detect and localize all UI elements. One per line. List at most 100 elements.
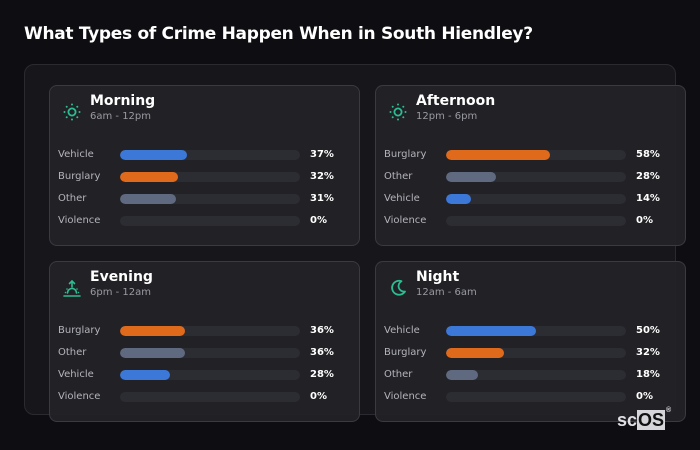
- card-morning: Morning 6am - 12pm Vehicle 37% Burglary …: [49, 85, 360, 246]
- card-time-range: 6pm - 12am: [90, 287, 152, 298]
- bar-list: Burglary 36% Other 36% Vehicle 28% Viole…: [58, 323, 358, 411]
- moon-icon: [391, 279, 406, 296]
- bar-value: 32%: [310, 171, 334, 182]
- bar-value: 32%: [636, 347, 660, 358]
- bar-value: 14%: [636, 193, 660, 204]
- card-time-range: 12pm - 6pm: [416, 111, 478, 122]
- bar-fill: [446, 172, 497, 182]
- sunset-icon: [63, 279, 81, 297]
- bar-track: [446, 172, 626, 182]
- bar-label: Vehicle: [384, 325, 420, 336]
- bar-value: 18%: [636, 369, 660, 380]
- bar-label: Other: [384, 369, 413, 380]
- bar-row: Burglary 32%: [384, 345, 684, 367]
- bar-value: 28%: [636, 171, 660, 182]
- bar-fill: [446, 348, 504, 358]
- bar-fill: [120, 172, 178, 182]
- card-time-range: 12am - 6am: [416, 287, 477, 298]
- bar-row: Other 28%: [384, 169, 684, 191]
- bar-label: Vehicle: [58, 369, 94, 380]
- sun-icon: [389, 103, 407, 121]
- bar-label: Burglary: [58, 325, 101, 336]
- bar-list: Burglary 58% Other 28% Vehicle 14% Viole…: [384, 147, 684, 235]
- bar-track: [446, 216, 626, 226]
- bar-track: [120, 194, 300, 204]
- card-afternoon: Afternoon 12pm - 6pm Burglary 58% Other …: [375, 85, 686, 246]
- registered-mark: ®: [666, 407, 672, 414]
- bar-value: 28%: [310, 369, 334, 380]
- bar-track: [120, 326, 300, 336]
- bar-fill: [120, 348, 185, 358]
- bar-label: Vehicle: [58, 149, 94, 160]
- bar-label: Violence: [384, 391, 427, 402]
- bar-value: 0%: [636, 215, 653, 226]
- card-night: Night 12am - 6am Vehicle 50% Burglary 32…: [375, 261, 686, 422]
- bar-label: Other: [58, 347, 87, 358]
- bar-value: 50%: [636, 325, 660, 336]
- bar-track: [120, 150, 300, 160]
- bar-row: Vehicle 50%: [384, 323, 684, 345]
- bar-track: [446, 194, 626, 204]
- bar-fill: [446, 150, 551, 160]
- bar-value: 0%: [636, 391, 653, 402]
- bar-label: Vehicle: [384, 193, 420, 204]
- bar-list: Vehicle 37% Burglary 32% Other 31% Viole…: [58, 147, 358, 235]
- bar-label: Other: [384, 171, 413, 182]
- bar-track: [446, 326, 626, 336]
- bar-label: Burglary: [384, 149, 427, 160]
- bar-fill: [446, 326, 536, 336]
- bar-fill: [446, 194, 472, 204]
- bar-track: [446, 370, 626, 380]
- card-title: Evening: [90, 269, 153, 285]
- bar-track: [120, 392, 300, 402]
- watermark-prefix: sc: [617, 410, 638, 430]
- bar-row: Violence 0%: [58, 389, 358, 411]
- bar-row: Burglary 32%: [58, 169, 358, 191]
- bar-value: 36%: [310, 347, 334, 358]
- bar-value: 0%: [310, 215, 327, 226]
- bar-row: Other 18%: [384, 367, 684, 389]
- bar-track: [120, 370, 300, 380]
- bar-row: Vehicle 28%: [58, 367, 358, 389]
- bar-label: Violence: [58, 215, 101, 226]
- bar-row: Violence 0%: [384, 389, 684, 411]
- card-title: Night: [416, 269, 460, 285]
- bar-list: Vehicle 50% Burglary 32% Other 18% Viole…: [384, 323, 684, 411]
- bar-row: Vehicle 14%: [384, 191, 684, 213]
- bar-track: [120, 348, 300, 358]
- bar-fill: [120, 194, 176, 204]
- bar-row: Violence 0%: [58, 213, 358, 235]
- bar-value: 31%: [310, 193, 334, 204]
- bar-label: Violence: [384, 215, 427, 226]
- bar-row: Other 31%: [58, 191, 358, 213]
- bar-label: Burglary: [58, 171, 101, 182]
- bar-value: 36%: [310, 325, 334, 336]
- page-title: What Types of Crime Happen When in South…: [24, 24, 533, 44]
- bar-track: [446, 150, 626, 160]
- bar-value: 37%: [310, 149, 334, 160]
- card-time-range: 6am - 12pm: [90, 111, 152, 122]
- bar-row: Other 36%: [58, 345, 358, 367]
- bar-row: Burglary 58%: [384, 147, 684, 169]
- card-title: Morning: [90, 93, 156, 109]
- bar-fill: [446, 370, 479, 380]
- bar-value: 58%: [636, 149, 660, 160]
- bar-fill: [120, 150, 187, 160]
- bar-label: Other: [58, 193, 87, 204]
- bar-track: [120, 172, 300, 182]
- bar-label: Burglary: [384, 347, 427, 358]
- bar-value: 0%: [310, 391, 327, 402]
- bar-row: Vehicle 37%: [58, 147, 358, 169]
- bar-label: Violence: [58, 391, 101, 402]
- bar-fill: [120, 326, 185, 336]
- bar-fill: [120, 370, 171, 380]
- watermark-logo: sc OS ®: [617, 407, 672, 431]
- bar-track: [120, 216, 300, 226]
- bar-row: Burglary 36%: [58, 323, 358, 345]
- card-evening: Evening 6pm - 12am Burglary 36% Other 36…: [49, 261, 360, 422]
- bar-track: [446, 392, 626, 402]
- bar-track: [446, 348, 626, 358]
- card-title: Afternoon: [416, 93, 496, 109]
- watermark-highlight: OS: [637, 410, 666, 430]
- bar-row: Violence 0%: [384, 213, 684, 235]
